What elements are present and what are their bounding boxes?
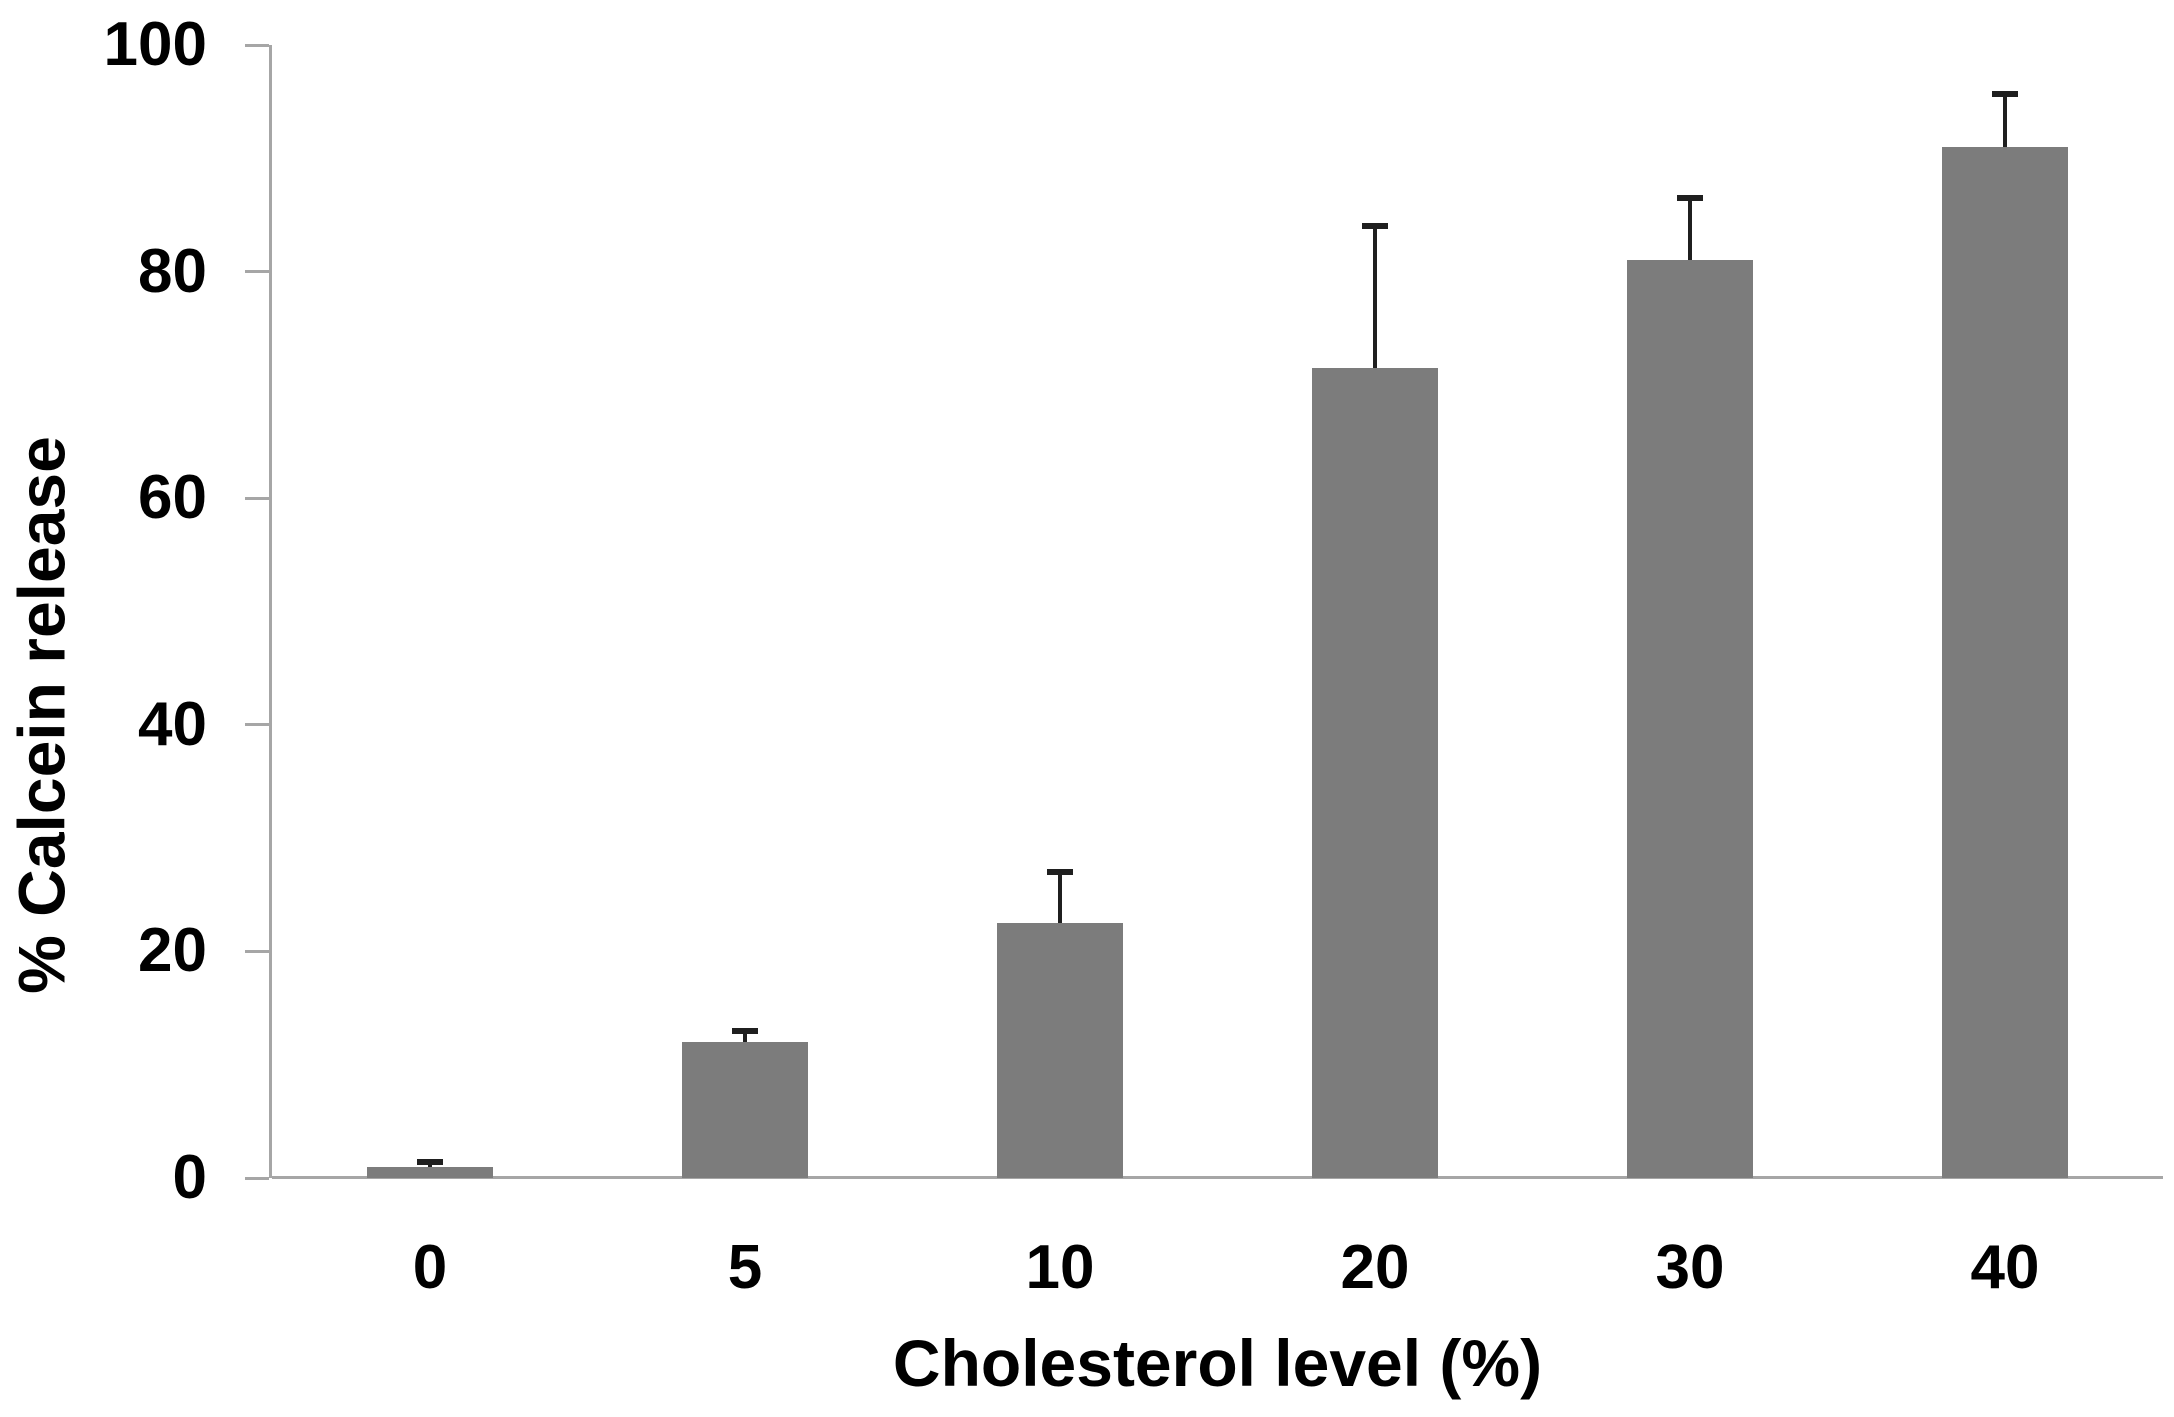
y-tick: [245, 270, 269, 274]
x-tick-label: 10: [1025, 1233, 1095, 1302]
bar: [997, 923, 1123, 1178]
y-tick-label: 100: [103, 10, 207, 79]
bar: [1312, 367, 1438, 1178]
error-bar-cap: [1677, 194, 1703, 201]
y-tick: [245, 496, 269, 500]
x-tick-label: 0: [412, 1233, 448, 1302]
error-bar-cap: [1047, 869, 1073, 876]
y-tick-label: 80: [138, 236, 207, 306]
x-tick-label: 5: [727, 1233, 763, 1302]
error-bar-cap: [1992, 90, 2018, 97]
y-tick: [245, 723, 269, 727]
y-tick-label: 20: [138, 916, 207, 986]
y-tick-label: 60: [138, 463, 207, 533]
error-bar-cap: [732, 1027, 758, 1034]
y-tick-label: 40: [138, 689, 207, 759]
x-tick-label: 20: [1340, 1233, 1410, 1302]
bar: [367, 1166, 493, 1178]
x-axis-title: Cholesterol level (%): [892, 1326, 1543, 1400]
error-bar-stem: [1058, 872, 1062, 924]
error-bar-cap: [417, 1159, 443, 1166]
bar: [1627, 260, 1753, 1178]
x-tick-label: 30: [1655, 1233, 1725, 1302]
error-bar-stem: [2003, 93, 2007, 147]
y-tick-label: 0: [172, 1143, 207, 1212]
error-bar-stem: [1373, 226, 1377, 368]
error-bar-cap: [1362, 223, 1388, 230]
y-tick: [245, 1176, 269, 1180]
bar: [682, 1042, 808, 1178]
y-tick: [245, 43, 269, 47]
bar: [1942, 146, 2068, 1178]
error-bar-stem: [1688, 197, 1692, 261]
x-tick-label: 40: [1970, 1233, 2040, 1302]
y-axis-line: [269, 45, 272, 1178]
error-bar-stem: [743, 1030, 747, 1043]
x-axis-line: [272, 1176, 2163, 1179]
y-tick: [245, 949, 269, 953]
